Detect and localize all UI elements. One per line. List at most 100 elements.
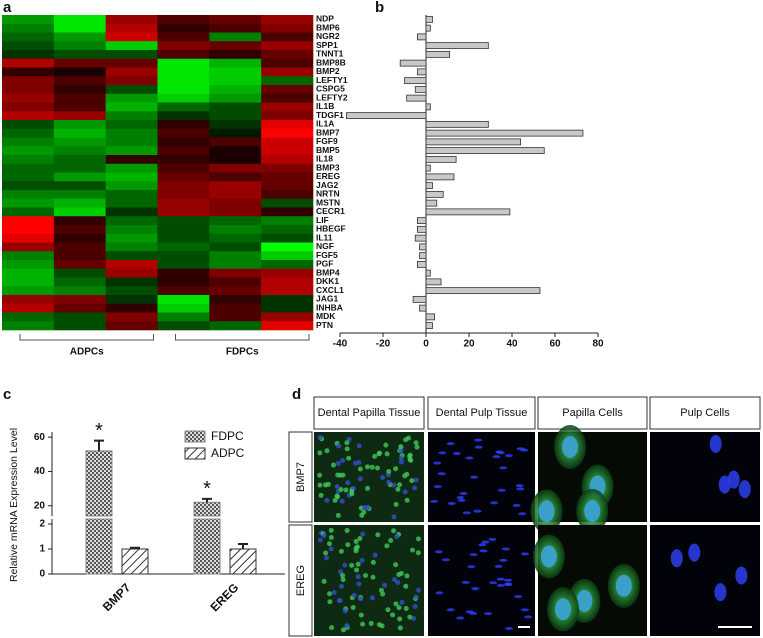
heatmap-cell <box>209 58 262 68</box>
cell <box>403 437 409 443</box>
micrograph <box>650 432 760 522</box>
micrograph <box>532 525 647 636</box>
heatmap-cell <box>209 207 262 217</box>
heatmap-cell <box>261 207 314 217</box>
panel-letter: c <box>3 386 11 403</box>
nucleus <box>709 434 722 453</box>
heatmap-cell <box>2 295 55 305</box>
heatmap-cell <box>2 172 55 182</box>
heatmap-cell <box>261 58 314 68</box>
heatmap-cell <box>105 41 158 51</box>
heatmap-cell <box>105 32 158 42</box>
cell <box>391 528 397 534</box>
cell <box>321 578 327 584</box>
cell <box>402 489 408 495</box>
heatmap-cell <box>105 128 158 138</box>
heatmap-cell <box>261 111 314 121</box>
cell <box>317 472 323 478</box>
heatmap-cell <box>157 41 210 51</box>
heatmap-cell <box>53 23 106 33</box>
nucleus <box>503 578 512 582</box>
bar <box>425 313 436 321</box>
heatmap-cell <box>209 146 262 156</box>
heatmap-cell <box>53 111 106 121</box>
heatmap-cell <box>105 58 158 68</box>
nucleus <box>505 626 514 630</box>
cell <box>362 573 368 579</box>
heatmap-cell <box>2 32 55 42</box>
cell <box>397 625 403 631</box>
cell <box>407 453 413 459</box>
nucleus <box>471 587 480 591</box>
nucleus <box>470 475 479 479</box>
cell <box>386 468 392 474</box>
heatmap-cell <box>2 233 55 243</box>
heatmap-cell <box>157 67 210 77</box>
nucleus <box>515 484 524 488</box>
nucleus <box>688 543 701 562</box>
heatmap-cell <box>209 76 262 86</box>
x-tick-label: -40 <box>333 339 348 350</box>
y-tick-label: 2 <box>39 519 45 530</box>
heatmap-cell <box>209 41 262 51</box>
heatmap-cell <box>2 216 55 226</box>
gene-label: BMP3 <box>316 162 340 172</box>
gene-label: LEFTY2 <box>316 92 348 102</box>
cell <box>370 559 376 565</box>
bar <box>425 164 431 172</box>
nucleus <box>433 485 442 489</box>
y-tick-label: 60 <box>34 432 46 443</box>
legend-label: ADPC <box>211 446 245 460</box>
cell <box>327 591 333 597</box>
bar <box>419 252 427 260</box>
heatmap-cell <box>209 128 262 138</box>
heatmap-cell <box>157 312 210 322</box>
heatmap-cell <box>53 225 106 235</box>
heatmap-cell <box>157 303 210 313</box>
gene-label: IL1B <box>316 101 334 111</box>
nucleus <box>496 583 505 587</box>
cell <box>354 567 360 573</box>
cell <box>358 596 364 602</box>
heatmap-cell <box>2 225 55 235</box>
bar <box>416 260 427 268</box>
cell <box>355 574 361 580</box>
cell <box>358 612 364 618</box>
heatmap-cell <box>53 295 106 305</box>
nucleus <box>520 608 529 612</box>
gene-label: BMP5 <box>316 145 340 155</box>
row-label: BMP7 <box>295 462 307 492</box>
heatmap-cell <box>157 198 210 208</box>
cell <box>375 532 381 538</box>
cell <box>331 462 337 468</box>
bar <box>425 42 489 50</box>
cell <box>409 478 415 484</box>
heatmap-cell <box>209 242 262 252</box>
micrograph <box>428 432 535 522</box>
cell <box>412 604 418 610</box>
bar <box>85 518 113 575</box>
heatmap-cell <box>157 242 210 252</box>
heatmap-cell <box>53 67 106 77</box>
heatmap-cell <box>157 93 210 103</box>
cell <box>396 605 402 611</box>
bar <box>404 77 427 85</box>
bar <box>346 112 427 120</box>
cell <box>340 457 346 463</box>
heatmap-cell <box>261 312 314 322</box>
heatmap-cell <box>261 190 314 200</box>
heatmap-cell <box>53 137 106 147</box>
nucleus <box>496 451 505 455</box>
heatmap-cell <box>105 295 158 305</box>
heatmap-cell <box>105 137 158 147</box>
heatmap-cell <box>105 163 158 173</box>
heatmap-cell <box>53 15 106 25</box>
nucleus <box>452 451 461 455</box>
nucleus <box>474 438 483 442</box>
nucleus <box>479 549 488 553</box>
heatmap-cell <box>209 181 262 191</box>
row-label: EREG <box>295 565 307 596</box>
heatmap-cell <box>2 190 55 200</box>
nucleus <box>555 598 572 621</box>
cell <box>323 555 329 561</box>
